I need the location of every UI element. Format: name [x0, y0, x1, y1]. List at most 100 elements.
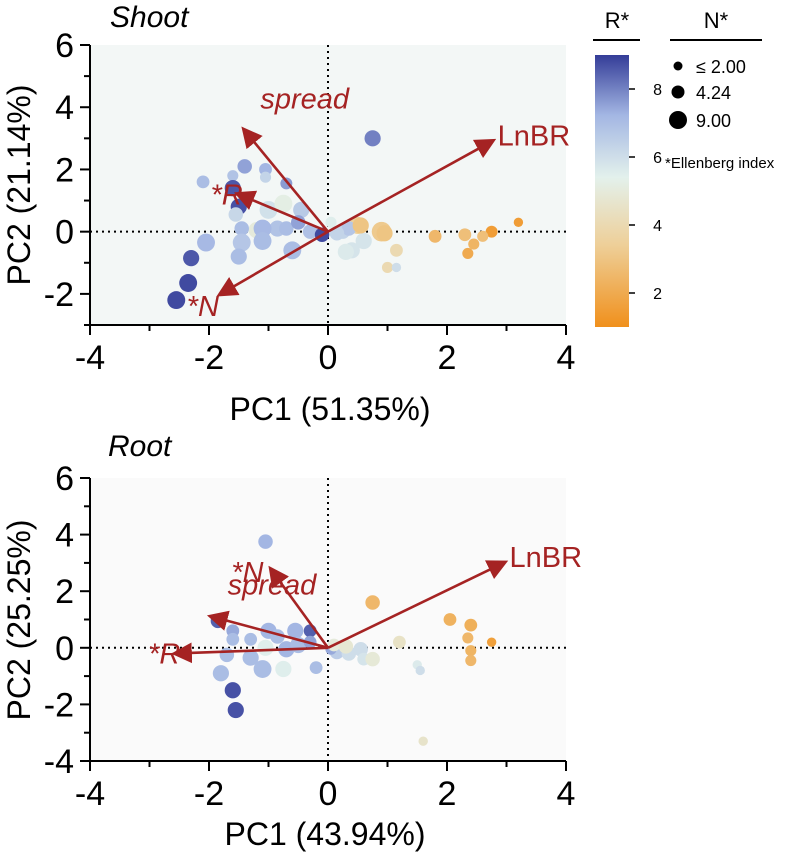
- color-bar-ticks: 8 6 4 2: [629, 82, 662, 303]
- root-data-point: [224, 682, 241, 699]
- color-legend-title: R*: [605, 8, 630, 33]
- root-y-tick-label: 0: [55, 630, 74, 668]
- shoot-x-tick-label: 4: [557, 339, 576, 377]
- color-bar: [595, 55, 629, 327]
- root-data-point: [465, 654, 477, 667]
- color-bar-tick-label: 2: [653, 286, 662, 303]
- root-data-point: [309, 661, 323, 675]
- root-y-tick-label: 6: [55, 460, 74, 498]
- root-data-point: [244, 632, 258, 646]
- shoot-data-point: [228, 207, 244, 222]
- root-data-point: [365, 651, 380, 667]
- shoot-data-point: [253, 219, 272, 238]
- size-legend: ≤ 2.00 4.24 9.00: [669, 57, 746, 131]
- root-data-point: [443, 613, 457, 626]
- shoot-data-point: [468, 238, 480, 250]
- shoot-data-point: [477, 230, 489, 242]
- root-data-point: [258, 534, 273, 549]
- shoot-data-point: [376, 225, 393, 242]
- root-x-tick-label: 2: [438, 775, 457, 813]
- root-loading-arrow: [171, 642, 329, 664]
- shoot-data-point: [227, 170, 239, 182]
- root-data-point: [338, 639, 354, 654]
- shoot-data-point: [197, 233, 215, 252]
- shoot-data-point: [352, 217, 369, 234]
- size-legend-dot: [671, 85, 685, 99]
- root-x-tick-label: -4: [75, 775, 105, 813]
- size-legend-label: 4.24: [696, 83, 731, 103]
- shoot-arrow-label: LnBR: [498, 120, 571, 152]
- shoot-panel: Shoot PC1 (51.35%) PC2 (21.14%) -4 -2 0 2 4-…: [1, 1, 575, 427]
- root-arrow-label: spread: [228, 570, 318, 602]
- root-x-tick-label: 0: [319, 775, 338, 813]
- size-legend-dot: [673, 61, 683, 71]
- shoot-loading-arrow: [216, 230, 329, 297]
- shoot-data-point: [183, 250, 200, 267]
- color-bar-tick-label: 4: [653, 218, 662, 235]
- color-bar-tick-label: 6: [653, 150, 662, 167]
- shoot-data-point: [485, 225, 498, 238]
- shoot-data-point: [428, 229, 442, 243]
- size-legend-title: N*: [704, 8, 729, 33]
- shoot-y-tick-label: 2: [55, 151, 74, 189]
- root-loading-arrow: [268, 565, 330, 649]
- shoot-data-point: [364, 130, 381, 147]
- root-data-point: [465, 645, 477, 657]
- shoot-data-point: [167, 291, 186, 310]
- ellenberg-note: *Ellenberg index: [665, 155, 775, 172]
- shoot-data-point: [302, 224, 318, 239]
- root-data-point: [415, 665, 425, 676]
- shoot-x-tick-label: -4: [75, 339, 105, 377]
- shoot-data-point: [232, 233, 251, 252]
- root-data-point: [253, 660, 272, 678]
- shoot-data-point: [355, 232, 372, 250]
- shoot-data-point: [337, 243, 354, 260]
- shoot-data-point: [230, 248, 247, 265]
- shoot-loading-arrow: [233, 190, 329, 233]
- shoot-loading-arrow: [327, 138, 497, 233]
- shoot-data-point: [259, 163, 272, 176]
- shoot-title: Shoot: [110, 1, 190, 34]
- shoot-data-point: [325, 216, 337, 228]
- root-y-axis-label: PC2 (25.25%): [1, 520, 37, 721]
- root-x-axis-label: PC1 (43.94%): [225, 816, 426, 852]
- shoot-arrow-label: *N: [187, 291, 219, 323]
- root-data-point: [226, 632, 240, 646]
- root-data-point: [393, 635, 406, 649]
- size-legend-dot: [669, 111, 687, 129]
- shoot-data-point: [234, 221, 249, 236]
- shoot-data-point: [458, 228, 472, 242]
- legend: R* 8 6 4 2 N* ≤ 2.00 4.24 9.00 *Ellenberg ind…: [593, 8, 775, 327]
- shoot-data-point: [237, 159, 252, 174]
- shoot-loading-arrow: [241, 126, 330, 233]
- shoot-data-point: [259, 171, 272, 183]
- shoot-arrows: spread LnBR *R *N: [187, 84, 571, 323]
- root-loading-arrow: [206, 610, 329, 650]
- shoot-arrow-label: *R: [211, 179, 243, 211]
- shoot-data-point: [196, 175, 210, 189]
- shoot-x-axis-label: PC1 (51.35%): [230, 391, 431, 427]
- size-legend-label: ≤ 2.00: [696, 57, 746, 77]
- root-data-point: [486, 637, 497, 647]
- color-bar-tick-label: 8: [653, 82, 662, 99]
- root-data-point: [227, 701, 244, 719]
- size-legend-label: 9.00: [696, 111, 731, 131]
- root-loading-arrow: [327, 560, 509, 649]
- shoot-data-point: [179, 274, 198, 292]
- shoot-y-tick-label: 4: [55, 89, 74, 127]
- shoot-data-point: [462, 247, 474, 259]
- shoot-data-point: [341, 221, 357, 236]
- root-ticks: -4 -2 0 2 4 -4 -2 0 2 4 6: [44, 460, 576, 813]
- root-arrow-label: LnBR: [510, 542, 583, 574]
- root-y-tick-label: 4: [55, 517, 74, 555]
- root-arrows: *N LnBR spread *R: [148, 542, 582, 671]
- root-data-point: [242, 649, 259, 666]
- shoot-y-tick-label: 6: [55, 27, 74, 65]
- shoot-data-point: [390, 243, 403, 257]
- root-y-tick-label: -4: [44, 743, 74, 781]
- shoot-x-tick-label: 2: [438, 339, 457, 377]
- shoot-data-point: [274, 194, 293, 213]
- root-y-tick-label: -2: [44, 686, 74, 724]
